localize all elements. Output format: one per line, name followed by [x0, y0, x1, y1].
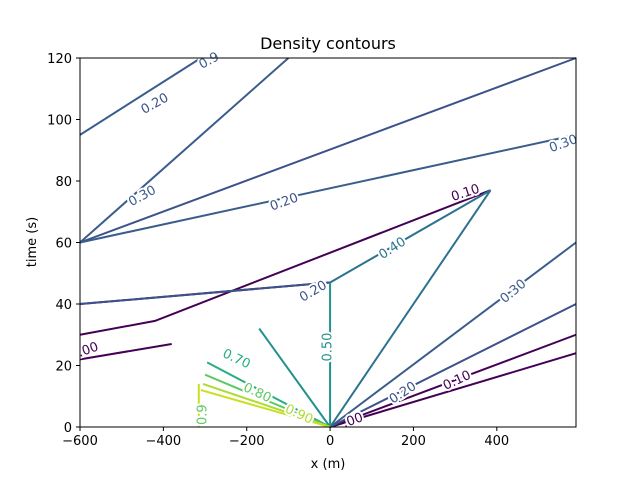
- contour-lines: [79, 57, 577, 428]
- y-tick-label: 120: [47, 52, 72, 67]
- contour-label-2: 0.30: [126, 183, 159, 210]
- contour-line-010-1: [329, 352, 577, 428]
- contour-line-030-9: [79, 57, 290, 244]
- y-tick-label: 60: [55, 237, 72, 252]
- y-tick-label: 0: [64, 421, 72, 436]
- y-tick-label: 40: [55, 298, 72, 313]
- contour-label-5: 0.30: [547, 132, 579, 156]
- y-tick-label: 20: [55, 360, 72, 375]
- contour-line-030-11: [329, 241, 577, 428]
- contour-line-020-6: [329, 303, 577, 428]
- contour-label-11: 0.90: [283, 402, 316, 428]
- x-axis-ticks: −600 −400 −200 0 200 400: [62, 427, 509, 449]
- contour-label-9: 0.70: [220, 346, 253, 372]
- contour-label-1: 0.9: [197, 50, 222, 73]
- contour-line-080-18: [202, 383, 331, 428]
- y-tick-label: 100: [47, 114, 72, 129]
- y-tick-label: 80: [55, 175, 72, 190]
- x-tick-label: −400: [146, 434, 182, 449]
- contour-line-030-8: [79, 57, 202, 136]
- x-tick-label: 200: [401, 434, 426, 449]
- x-tick-label: 0: [326, 434, 334, 449]
- contour-label-4: 0.10: [449, 182, 481, 205]
- contour-label-13: 0.20: [387, 379, 419, 407]
- contour-label-14: 0.10: [441, 368, 474, 394]
- x-tick-label: 400: [484, 434, 509, 449]
- contour-label-3: 0.20: [268, 191, 300, 215]
- y-axis-label: time (s): [25, 217, 40, 267]
- contour-line-010-2: [329, 333, 577, 428]
- contour-line-090-19: [200, 389, 331, 428]
- contour-line-050-15: [258, 328, 331, 428]
- contour-line-070-17: [204, 373, 331, 428]
- chart-title: Density contours: [260, 34, 396, 53]
- contour-label-17: 0.9: [195, 404, 210, 425]
- contour-line-040-12: [329, 189, 492, 284]
- contour-label-6: 0.40: [376, 234, 408, 262]
- plot-area-frame: [79, 57, 577, 428]
- contour-line-060-16: [206, 361, 331, 428]
- x-axis-label: x (m): [311, 457, 346, 472]
- contour-label-8: 0.50: [321, 333, 336, 362]
- contour-line-010-4: [79, 342, 172, 361]
- contour-line-020-5: [79, 57, 577, 244]
- contour-line-030-10: [79, 133, 577, 244]
- contour-line-010-0: [79, 189, 491, 336]
- contour-line-020-7: [79, 281, 331, 305]
- contour-line-040-13: [329, 189, 492, 428]
- x-tick-label: −200: [229, 434, 265, 449]
- x-tick-label: −600: [62, 434, 98, 449]
- y-axis-ticks: 0 20 40 60 80 100 120: [47, 52, 80, 436]
- contour-label-16: .00: [341, 410, 366, 431]
